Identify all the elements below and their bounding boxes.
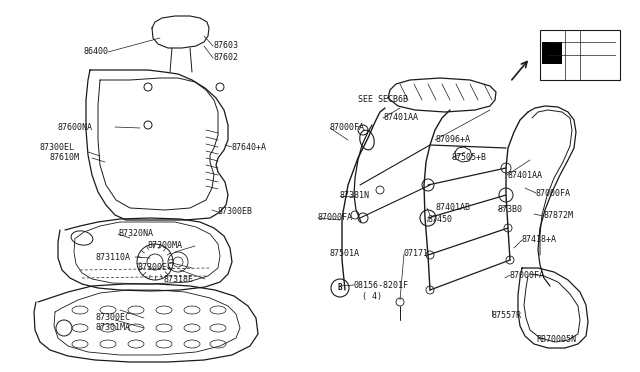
Text: 873110A: 873110A <box>96 253 131 262</box>
Text: 87381N: 87381N <box>340 192 370 201</box>
Text: 07171: 07171 <box>404 250 429 259</box>
Text: 87418+A: 87418+A <box>522 235 557 244</box>
Text: ( 4): ( 4) <box>362 292 382 301</box>
Text: 87501A: 87501A <box>330 250 360 259</box>
Text: 87300EC: 87300EC <box>138 263 173 273</box>
Text: 87000FA: 87000FA <box>318 214 353 222</box>
Text: 87557R: 87557R <box>492 311 522 321</box>
Text: 87600NA: 87600NA <box>58 122 93 131</box>
Text: 87000FA: 87000FA <box>510 270 545 279</box>
Text: 86400: 86400 <box>83 48 108 57</box>
Bar <box>542 42 562 64</box>
Text: 87602: 87602 <box>213 54 238 62</box>
Text: 87301MA: 87301MA <box>96 324 131 333</box>
Text: SEE SECB6B: SEE SECB6B <box>358 96 408 105</box>
Text: 87000FA: 87000FA <box>536 189 571 198</box>
Text: 87401AA: 87401AA <box>383 113 418 122</box>
Text: 87300EC: 87300EC <box>96 314 131 323</box>
Text: 87640+A: 87640+A <box>232 142 267 151</box>
Text: 08156-8201F: 08156-8201F <box>354 280 409 289</box>
Text: 87000FA: 87000FA <box>330 124 365 132</box>
Text: 87505+B: 87505+B <box>452 154 487 163</box>
Text: 87300MA: 87300MA <box>148 241 183 250</box>
Bar <box>540 30 620 80</box>
Text: 87450: 87450 <box>427 215 452 224</box>
Text: 87096+A: 87096+A <box>435 135 470 144</box>
Text: 87401AB: 87401AB <box>436 203 471 212</box>
Text: 87401AA: 87401AA <box>507 170 542 180</box>
Text: B: B <box>338 283 342 292</box>
Text: 87872M: 87872M <box>543 212 573 221</box>
Text: 873B0: 873B0 <box>498 205 523 215</box>
Text: 87300EB: 87300EB <box>218 208 253 217</box>
Text: 87610M: 87610M <box>50 154 80 163</box>
Text: RB70005N: RB70005N <box>536 336 576 344</box>
Text: 87603: 87603 <box>213 42 238 51</box>
Text: B7320NA: B7320NA <box>118 230 153 238</box>
Text: 87300EL: 87300EL <box>40 142 75 151</box>
Text: 87318E: 87318E <box>163 275 193 283</box>
